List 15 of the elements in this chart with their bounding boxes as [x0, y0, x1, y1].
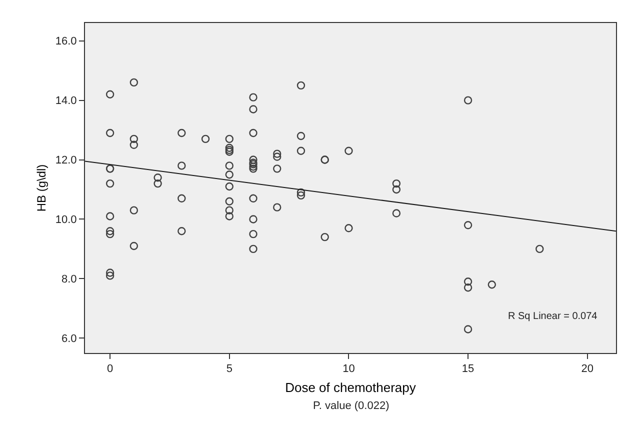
annotation: R Sq Linear = 0.074 — [508, 311, 598, 322]
x-tick-label: 10 — [342, 363, 355, 376]
y-axis-title: HB (g\dl) — [34, 164, 49, 212]
y-tick-label: 16.0 — [55, 36, 77, 48]
text: P. value (0.022) — [313, 400, 390, 412]
y-tick-label: 14.0 — [55, 95, 77, 108]
y-tick-label: 12.0 — [55, 154, 77, 167]
y-tick-label: 8.0 — [62, 274, 77, 286]
x-tick-label: 15 — [462, 363, 474, 376]
y-tick-label: 6.0 — [62, 332, 77, 345]
x-tick-label: 0 — [106, 363, 114, 376]
x-tick-label: 20 — [581, 363, 594, 376]
y-tick-label: 10.0 — [55, 214, 77, 226]
x-tick-label: 5 — [226, 363, 232, 376]
x-axis-title: Dose of chemotherapy — [285, 380, 416, 395]
